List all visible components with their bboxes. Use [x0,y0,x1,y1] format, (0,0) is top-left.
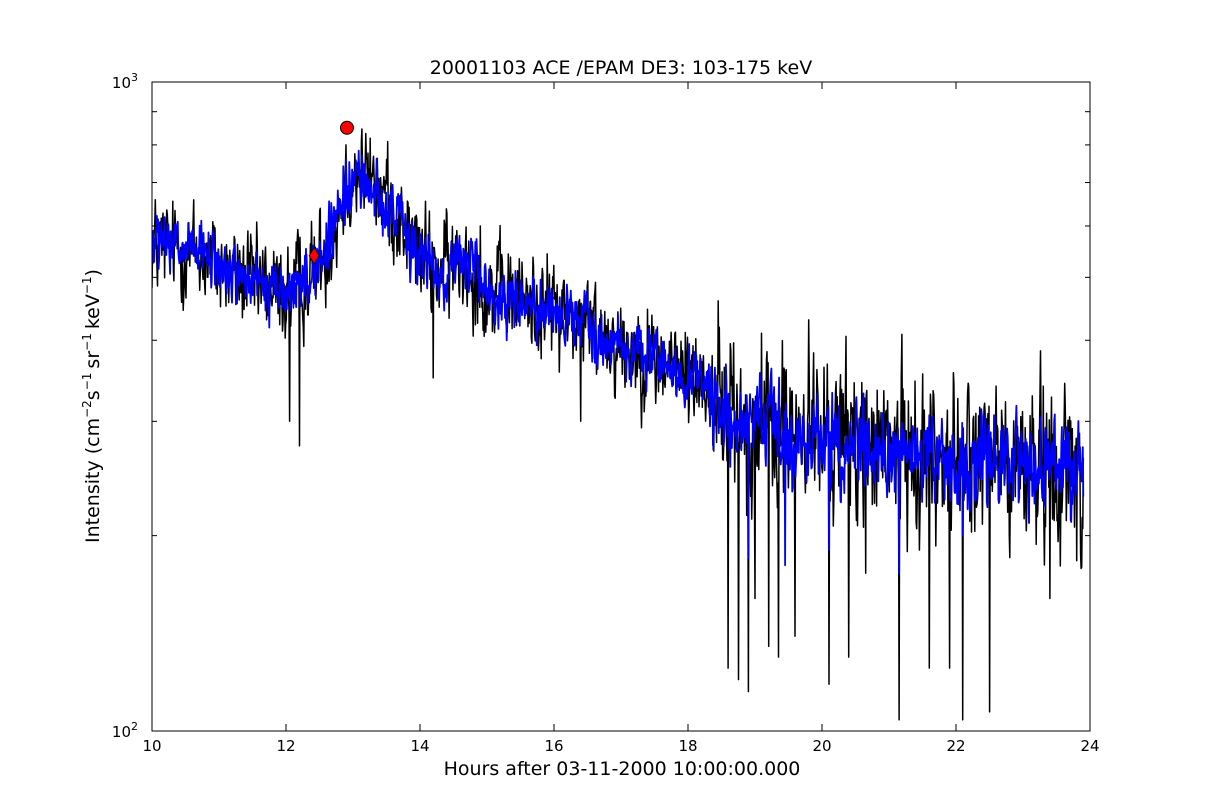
x-tick-label: 20 [812,737,831,755]
marker-circle [339,120,354,135]
x-tick-label: 24 [1080,737,1099,755]
chart-title: 20001103 ACE /EPAM DE3: 103-175 keV [430,57,812,79]
y-axis-label-part: −1 [80,373,94,391]
x-axis-label: Hours after 03-11-2000 10:00:00.000 [444,758,801,780]
y-axis-label-part: s [82,390,104,400]
plot-frame [151,81,1091,732]
y-axis-label-part: sr [82,351,104,369]
y-axis-label: Intensity (cm−2s−1sr−1keV−1) [80,269,104,543]
x-tick-label: 22 [946,737,965,755]
y-axis-label-part: keV [82,294,104,329]
y-axis-label-part: −1 [80,333,94,351]
marker-diamond [308,246,320,265]
series-line-black [152,128,1085,721]
y-axis-label-part: −1 [80,276,94,294]
x-tick-label: 10 [142,737,161,755]
y-tick-label: 103 [112,71,138,92]
y-axis-label-part: −2 [80,400,94,418]
markers-layer [308,120,354,265]
series-layer [152,128,1085,721]
y-tick-label-base: 10 [112,723,131,741]
y-axis-label-part: ) [82,269,104,276]
x-tick-label: 12 [276,737,295,755]
x-tick-label: 14 [410,737,429,755]
x-tick-label: 18 [678,737,697,755]
y-tick-label-exponent: 3 [131,71,138,84]
y-tick-label-exponent: 2 [131,720,138,733]
y-tick-label-base: 10 [112,74,131,92]
y-tick-label: 102 [112,720,138,741]
y-axis-label-part: Intensity (cm [82,418,104,543]
series-line-blue [152,149,1085,575]
x-tick-label: 16 [544,737,563,755]
